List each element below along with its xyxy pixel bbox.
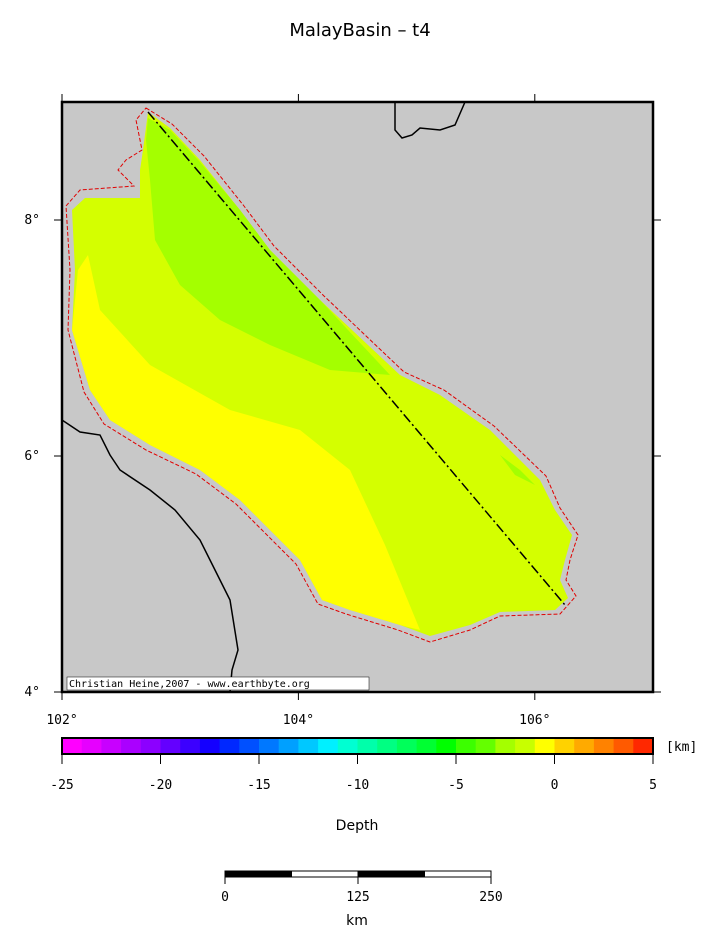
basin-outline [65, 107, 579, 643]
coastline [394, 101, 466, 139]
colorbar-swatch [456, 738, 477, 754]
scalebar-segment [424, 870, 492, 878]
colorbar-swatch [337, 738, 358, 754]
colorbar-swatch [554, 738, 575, 754]
colorbar-swatch [199, 738, 221, 754]
lon-label: 104° [283, 713, 314, 728]
colorbar-swatch [278, 738, 299, 754]
colorbar-swatch [495, 738, 516, 754]
scalebar-tick-label: 125 [346, 890, 369, 905]
colorbar-swatch [613, 738, 634, 754]
colorbar-swatch [259, 738, 280, 754]
colorbar-swatch [436, 738, 457, 754]
colorbar-swatch [160, 738, 181, 754]
scalebar-segment [224, 870, 292, 878]
colorbar-tick-label: 0 [551, 778, 559, 793]
colorbar-tick-label: -10 [346, 778, 369, 793]
colorbar-swatch [140, 738, 161, 754]
colorbar-swatch [219, 738, 240, 754]
coastline [61, 419, 239, 693]
colorbar-swatch [515, 738, 536, 754]
lon-label: 102° [46, 713, 77, 728]
lat-label: 4° [24, 685, 40, 700]
colorbar-tick-label: -25 [50, 778, 73, 793]
scalebar-segment [357, 870, 425, 878]
colorbar-swatch [416, 738, 437, 754]
colorbar-tick-label: -20 [149, 778, 172, 793]
colorbar-swatch [534, 738, 555, 754]
scalebar-tick-label: 250 [479, 890, 502, 905]
lon-label: 106° [519, 713, 550, 728]
colorbar-swatch [574, 738, 595, 754]
basin-deep [500, 455, 535, 485]
scalebar-tick-label: 0 [221, 890, 229, 905]
colorbar-swatch [298, 738, 319, 754]
title: MalayBasin – t4 [289, 20, 430, 41]
credit: Christian Heine,2007 - www.earthbyte.org [69, 679, 310, 690]
colorbar-swatch [121, 738, 142, 754]
lat-label: 8° [24, 213, 40, 228]
basin-shallow [72, 255, 420, 630]
colorbar-swatch [62, 738, 83, 754]
colorbar-unit: [km] [666, 740, 697, 755]
colorbar-swatch [318, 738, 339, 754]
colorbar-label: Depth [336, 818, 379, 834]
lat-label: 6° [24, 449, 40, 464]
map-frame [60, 100, 655, 694]
colorbar-swatch [239, 738, 260, 754]
colorbar-tick-label: 5 [649, 778, 657, 793]
colorbar-tick-label: -15 [247, 778, 270, 793]
scalebar-segment [291, 870, 359, 878]
colorbar-swatch [357, 738, 378, 754]
credit-box [66, 676, 370, 691]
colorbar-swatch [633, 738, 654, 754]
colorbar-swatch [180, 738, 201, 754]
colorbar-swatch [377, 738, 398, 754]
colorbar-swatch [101, 738, 122, 754]
scalebar-unit: km [346, 913, 368, 929]
colorbar-swatch [396, 738, 418, 754]
colorbar-swatch [593, 738, 615, 754]
colorbar-swatch [81, 738, 102, 754]
colorbar-swatch [475, 738, 496, 754]
colorbar-tick-label: -5 [448, 778, 464, 793]
